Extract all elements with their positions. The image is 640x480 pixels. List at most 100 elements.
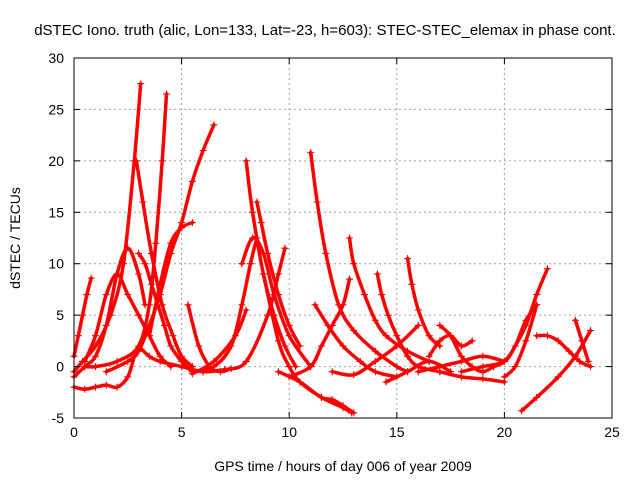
series-line — [502, 303, 539, 379]
series-line — [240, 236, 313, 369]
data-point — [184, 301, 192, 309]
data-series — [404, 255, 444, 350]
data-point — [373, 270, 381, 278]
data-point — [210, 121, 218, 129]
data-point — [264, 249, 272, 257]
data-point — [324, 321, 332, 329]
data-series — [132, 157, 196, 371]
data-point — [311, 301, 319, 309]
series-line — [287, 277, 352, 379]
data-point — [231, 332, 239, 340]
data-series — [238, 234, 315, 371]
plot-frame — [73, 57, 613, 419]
data-point — [135, 270, 143, 278]
series-line — [491, 303, 539, 369]
series-line — [519, 328, 593, 413]
data-point — [249, 234, 257, 242]
data-point — [322, 249, 330, 257]
data-point — [307, 363, 315, 371]
data-point — [522, 316, 530, 324]
data-point — [74, 332, 82, 340]
data-series — [81, 90, 171, 371]
x-tick-label: 15 — [389, 424, 405, 440]
data-point — [145, 332, 153, 340]
data-point — [113, 357, 121, 365]
data-point — [274, 368, 282, 376]
y-tick-label: 10 — [48, 256, 64, 272]
data-point — [246, 260, 254, 268]
data-point — [447, 332, 455, 340]
data-point — [393, 332, 401, 340]
y-axis-label: dSTEC / TECUs — [7, 187, 23, 289]
series-line — [438, 369, 507, 384]
data-point — [404, 255, 412, 263]
data-series — [571, 316, 592, 365]
data-point — [350, 371, 358, 379]
data-point — [92, 383, 100, 391]
data-point — [178, 224, 186, 232]
data-point — [242, 306, 250, 314]
data-point — [264, 311, 272, 319]
series-line — [308, 150, 410, 374]
data-point — [404, 368, 412, 376]
data-point — [533, 332, 541, 340]
data-series — [285, 275, 353, 381]
data-point — [147, 280, 155, 288]
data-point — [285, 332, 293, 340]
data-point — [350, 327, 358, 335]
data-point — [102, 291, 110, 299]
data-point — [167, 342, 175, 350]
data-point — [102, 368, 110, 376]
data-point — [132, 157, 140, 165]
data-point — [281, 342, 289, 350]
data-point — [371, 316, 379, 324]
data-point — [313, 198, 321, 206]
data-point — [328, 368, 336, 376]
data-series — [145, 219, 196, 340]
data-point — [500, 373, 508, 381]
data-point — [425, 352, 433, 360]
data-point — [92, 352, 100, 360]
data-point — [253, 198, 261, 206]
data-point — [586, 327, 594, 335]
series-line — [313, 303, 399, 379]
data-point — [242, 357, 250, 365]
data-point — [350, 260, 358, 268]
data-point — [356, 357, 364, 365]
data-series — [533, 332, 594, 371]
y-tick-label: 15 — [48, 204, 64, 220]
data-point — [83, 291, 91, 299]
data-point — [135, 342, 143, 350]
data-point — [576, 357, 584, 365]
data-series — [274, 368, 358, 417]
data-series — [311, 301, 401, 381]
data-point — [479, 363, 487, 371]
data-point — [238, 260, 246, 268]
data-point — [345, 234, 353, 242]
data-point — [408, 280, 416, 288]
data-point — [339, 402, 347, 410]
data-point — [141, 260, 149, 268]
data-point — [188, 177, 196, 185]
data-series — [436, 321, 498, 376]
data-point — [317, 393, 325, 401]
data-point — [259, 270, 267, 278]
data-series — [253, 198, 304, 350]
data-point — [518, 407, 526, 415]
data-point — [102, 321, 110, 329]
data-point — [554, 373, 562, 381]
data-point — [533, 291, 541, 299]
data-point — [371, 368, 379, 376]
data-point — [384, 311, 392, 319]
data-point — [317, 342, 325, 350]
data-point — [188, 370, 196, 378]
data-point — [169, 332, 177, 340]
data-point — [565, 347, 573, 355]
data-series — [135, 249, 196, 376]
data-point — [281, 244, 289, 252]
data-point — [457, 368, 465, 376]
data-point — [543, 265, 551, 273]
data-point — [145, 352, 153, 360]
data-point — [135, 311, 143, 319]
x-tick-label: 5 — [178, 424, 186, 440]
